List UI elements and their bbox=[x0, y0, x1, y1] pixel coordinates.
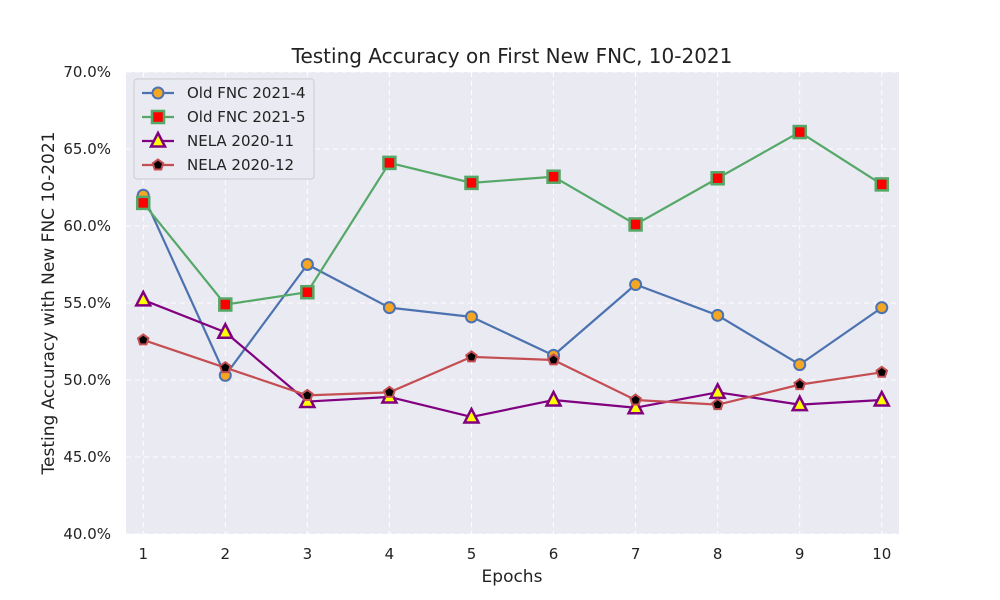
data-point bbox=[547, 353, 560, 366]
data-point bbox=[382, 301, 396, 315]
y-tick-label: 55.0% bbox=[63, 294, 111, 312]
data-point bbox=[708, 381, 727, 400]
data-point bbox=[711, 308, 725, 322]
legend-item: Old FNC 2021-4 bbox=[142, 84, 305, 102]
data-point bbox=[793, 377, 807, 391]
y-tick-label: 70.0% bbox=[63, 63, 111, 81]
axis-ticks: 40.0% 45.0% 50.0% 55.0% 60.0% 65.0% 70.0% 1 2 3 4 5… bbox=[63, 63, 891, 563]
legend-item: NELA 2020-12 bbox=[142, 156, 294, 174]
data-point bbox=[546, 169, 561, 184]
x-tick-label: 8 bbox=[713, 545, 723, 563]
data-point bbox=[218, 297, 233, 312]
x-tick-label: 6 bbox=[549, 545, 559, 563]
y-tick-label: 40.0% bbox=[63, 525, 111, 543]
legend-item: Old FNC 2021-5 bbox=[142, 108, 305, 126]
data-point bbox=[628, 217, 643, 232]
legend-label: Old FNC 2021-4 bbox=[187, 84, 305, 102]
y-tick-label: 65.0% bbox=[63, 140, 111, 158]
data-point bbox=[629, 393, 642, 406]
data-point bbox=[135, 195, 151, 211]
data-point bbox=[710, 171, 725, 186]
series-2 bbox=[134, 289, 891, 424]
series-line bbox=[142, 338, 882, 406]
data-point bbox=[790, 393, 809, 412]
legend: Old FNC 2021-4 Old FNC 2021-5 NELA 2020-11… bbox=[133, 78, 315, 180]
data-point bbox=[875, 301, 889, 315]
legend-label: NELA 2020-12 bbox=[187, 156, 294, 174]
series-1 bbox=[135, 124, 890, 312]
series-line bbox=[142, 298, 882, 419]
series-0 bbox=[136, 188, 889, 382]
y-tick-label: 60.0% bbox=[63, 217, 111, 235]
legend-marker bbox=[151, 158, 165, 171]
data-point bbox=[793, 358, 807, 372]
x-tick-label: 5 bbox=[467, 545, 477, 563]
x-tick-label: 2 bbox=[221, 545, 231, 563]
data-point bbox=[300, 258, 314, 271]
data-point bbox=[464, 175, 479, 191]
series-line bbox=[142, 130, 883, 306]
data-point bbox=[462, 406, 481, 424]
data-point bbox=[218, 360, 232, 374]
y-tick-label: 50.0% bbox=[63, 371, 111, 389]
data-point bbox=[136, 333, 150, 346]
legend-label: Old FNC 2021-5 bbox=[187, 108, 305, 126]
data-point bbox=[792, 124, 807, 140]
x-tick-label: 4 bbox=[385, 545, 395, 563]
x-tick-label: 3 bbox=[303, 545, 313, 563]
legend-marker bbox=[150, 109, 166, 125]
legend-label: NELA 2020-11 bbox=[187, 132, 294, 150]
legend-box bbox=[133, 78, 315, 180]
x-tick-label: 1 bbox=[138, 545, 148, 563]
legend-item: NELA 2020-11 bbox=[142, 130, 294, 150]
data-point bbox=[711, 397, 725, 411]
data-point bbox=[300, 284, 315, 300]
data-point bbox=[544, 389, 563, 407]
data-point bbox=[629, 278, 643, 292]
data-point bbox=[875, 365, 889, 378]
data-point bbox=[626, 397, 645, 415]
x-tick-label: 9 bbox=[795, 545, 805, 563]
legend-marker bbox=[151, 86, 165, 100]
data-point bbox=[382, 155, 397, 171]
data-point bbox=[464, 310, 478, 324]
y-tick-label: 45.0% bbox=[63, 448, 111, 466]
data-point bbox=[134, 289, 153, 307]
y-axis-label: Testing Accuracy with New FNC 10-2021 bbox=[39, 132, 59, 476]
data-point bbox=[216, 321, 235, 340]
legend-marker bbox=[148, 130, 168, 148]
series-layer bbox=[134, 124, 891, 424]
series-3 bbox=[136, 333, 889, 411]
data-point bbox=[300, 388, 314, 401]
x-tick-label: 10 bbox=[872, 545, 891, 563]
x-tick-label: 7 bbox=[631, 545, 641, 563]
data-point bbox=[874, 177, 890, 192]
data-point bbox=[465, 350, 478, 363]
data-point bbox=[383, 385, 396, 398]
x-axis-label: Epochs bbox=[482, 567, 543, 587]
series-line bbox=[142, 194, 883, 377]
data-point bbox=[872, 389, 891, 407]
chart-title: Testing Accuracy on First New FNC, 10-20… bbox=[291, 44, 733, 68]
